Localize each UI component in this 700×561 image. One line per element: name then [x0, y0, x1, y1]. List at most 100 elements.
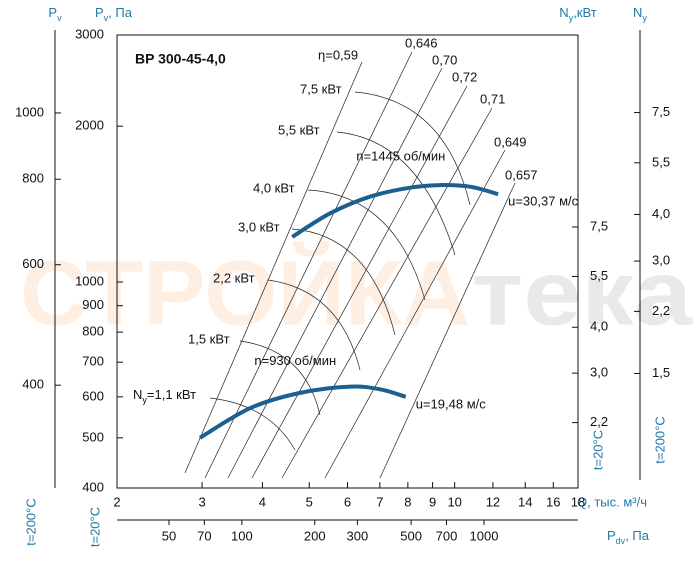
- axis-title: Ny: [633, 5, 647, 23]
- y-axis-temp: t=20°C: [87, 507, 102, 547]
- efficiency-ray: [251, 85, 468, 479]
- x-tick-label: 18: [571, 494, 585, 509]
- power-arc: [336, 131, 456, 256]
- power-arc: [354, 91, 471, 206]
- power-arc: [267, 279, 361, 371]
- efficiency-label: 0,649: [494, 134, 527, 149]
- axis-tick-label: 7,5: [652, 104, 670, 119]
- axis-tick-label: 100: [231, 528, 253, 543]
- x-tick-label: 8: [404, 494, 411, 509]
- efficiency-ray: [379, 182, 516, 479]
- power-label: 1,5 кВт: [188, 331, 230, 346]
- efficiency-ray: [281, 107, 493, 479]
- axis-title: Ny=1,1 кВт: [133, 387, 196, 405]
- efficiency-label: η=0,59: [318, 47, 358, 62]
- efficiency-ray: [184, 61, 363, 474]
- watermark: СТРОЙКА: [20, 240, 470, 344]
- label-sub: y: [142, 395, 147, 405]
- label-part: N: [633, 5, 642, 20]
- y-tick-label: 3000: [75, 26, 104, 41]
- x-tick-label: 7: [376, 494, 383, 509]
- axis-temp: t=20°C: [590, 430, 605, 470]
- series-end-label: u=30,37 м/с: [508, 194, 579, 209]
- axis-title: Pv, Па: [95, 5, 133, 23]
- power-arc: [291, 228, 396, 336]
- axis-tick-label: 300: [347, 528, 369, 543]
- x-tick-label: 9: [429, 494, 436, 509]
- x-tick-label: 5: [306, 494, 313, 509]
- axis-tick-label: 4,0: [590, 319, 608, 334]
- y-tick-label: 800: [82, 324, 104, 339]
- power-label: 3,0 кВт: [238, 219, 280, 234]
- axis-tick-label: 1000: [470, 528, 499, 543]
- axis-title: Pv: [48, 5, 62, 23]
- chart-title: BP 300-45-4,0: [135, 51, 226, 67]
- label-sub: v: [104, 13, 109, 23]
- axis-title: Ny,кВт: [559, 5, 596, 23]
- label-part: N: [133, 387, 142, 402]
- y-tick-label: 500: [82, 429, 104, 444]
- label-sub: v: [57, 13, 62, 23]
- x-tick-label: 2: [113, 494, 120, 509]
- x-tick-label: 4: [259, 494, 266, 509]
- y-tick-label: 400: [82, 479, 104, 494]
- label-sub: y: [569, 13, 574, 23]
- efficiency-ray: [324, 149, 506, 479]
- axis-tick-label: 3,0: [590, 365, 608, 380]
- label-sub: y: [642, 13, 647, 23]
- watermark: тека: [472, 242, 693, 344]
- y-tick-label: 700: [82, 354, 104, 369]
- axis-tick-label: 600: [22, 256, 44, 271]
- y-tick-label: 600: [82, 388, 104, 403]
- series-name: n=930 об/мин: [254, 353, 336, 368]
- efficiency-label: 0,71: [480, 91, 505, 106]
- axis-tick-label: 5,5: [652, 154, 670, 169]
- series-line: [198, 384, 407, 440]
- label-part: P: [95, 5, 104, 20]
- label-part: ,кВт: [573, 5, 597, 20]
- axis-tick-label: 1000: [15, 104, 44, 119]
- x-tick-label: 6: [344, 494, 351, 509]
- label-part: , Па: [625, 528, 650, 543]
- x-axis-label: Q, тыс. м³/ч: [577, 494, 647, 509]
- axis-tick-label: 5,5: [590, 268, 608, 283]
- power-label: 5,5 кВт: [278, 122, 320, 137]
- y-tick-label: 1000: [75, 273, 104, 288]
- axis-tick-label: 70: [197, 528, 211, 543]
- efficiency-ray: [227, 67, 443, 479]
- x-tick-label: 16: [546, 494, 560, 509]
- power-label: 7,5 кВт: [300, 81, 342, 96]
- label-part: =1,1 кВт: [147, 387, 196, 402]
- axis-tick-label: 3,0: [652, 253, 670, 268]
- x-tick-label: 3: [198, 494, 205, 509]
- label-part: N: [559, 5, 568, 20]
- y-tick-label: 900: [82, 297, 104, 312]
- axis-tick-label: 500: [400, 528, 422, 543]
- axis-temp: t=200°C: [652, 416, 667, 463]
- efficiency-label: 0,72: [452, 69, 477, 84]
- axis-tick-label: 800: [22, 171, 44, 186]
- axis-tick-label: 700: [436, 528, 458, 543]
- efficiency-label: 0,646: [405, 35, 438, 50]
- power-arc: [239, 340, 321, 416]
- power-arc: [209, 397, 296, 451]
- efficiency-ray: [204, 51, 413, 479]
- label-part: P: [607, 528, 616, 543]
- axis-tick-label: 7,5: [590, 218, 608, 233]
- x-tick-label: 12: [486, 494, 500, 509]
- power-arc: [307, 189, 426, 301]
- axis-title: Pdv, Па: [607, 528, 650, 546]
- axis-tick-label: 50: [162, 528, 176, 543]
- axis-temp: t=200°C: [23, 498, 38, 545]
- axis-tick-label: 4,0: [652, 206, 670, 221]
- x-tick-label: 10: [447, 494, 461, 509]
- axis-tick-label: 1,5: [652, 365, 670, 380]
- axis-tick-label: 2,2: [652, 303, 670, 318]
- power-label: 4,0 кВт: [253, 180, 295, 195]
- efficiency-label: 0,657: [505, 167, 538, 182]
- series-end-label: u=19,48 м/с: [416, 396, 487, 411]
- label-part: P: [48, 5, 57, 20]
- x-tick-label: 14: [518, 494, 532, 509]
- axis-tick-label: 2,2: [590, 414, 608, 429]
